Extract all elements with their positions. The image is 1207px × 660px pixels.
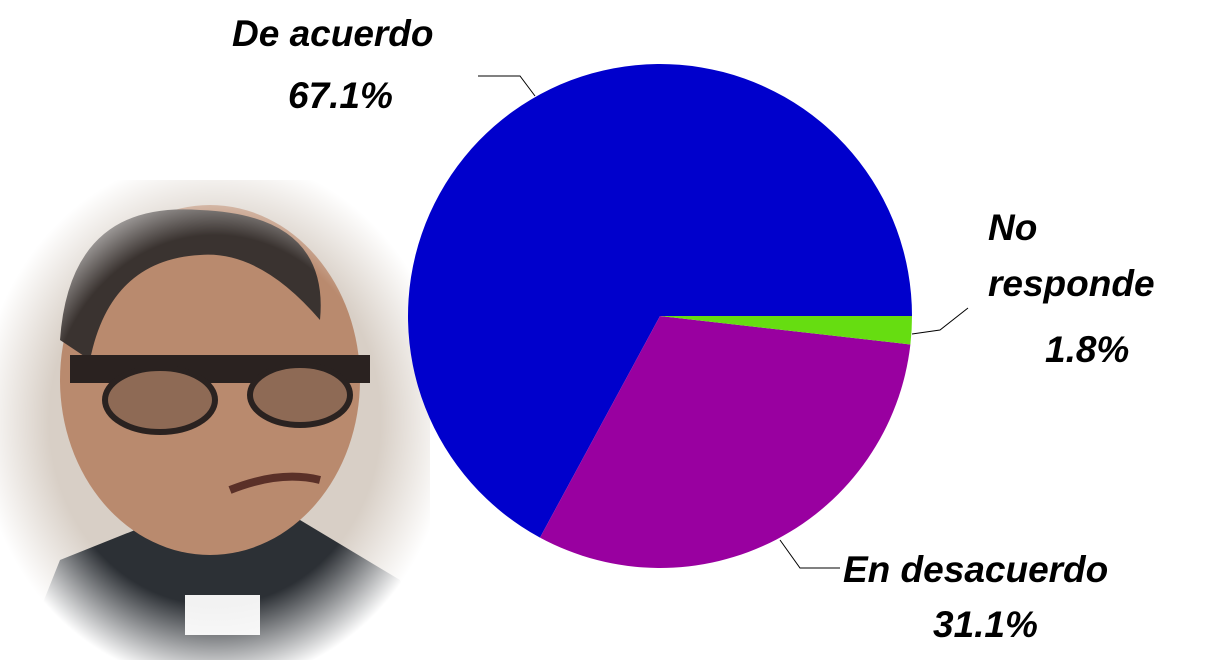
slice-value-label: 67.1% — [288, 75, 393, 116]
slice-label: De acuerdo — [232, 13, 434, 54]
slice-label: No responde — [988, 207, 1155, 304]
slice-label: En desacuerdo — [843, 549, 1109, 590]
pie-slice — [660, 316, 912, 345]
leader-line — [779, 539, 840, 569]
pie-slice — [408, 64, 913, 538]
pie-slice — [539, 316, 911, 568]
slice-value-label: 1.8% — [1045, 329, 1130, 370]
leader-line — [911, 307, 969, 335]
leader-line — [478, 75, 536, 97]
slice-value-label: 31.1% — [933, 604, 1038, 645]
portrait-photo — [0, 180, 430, 660]
